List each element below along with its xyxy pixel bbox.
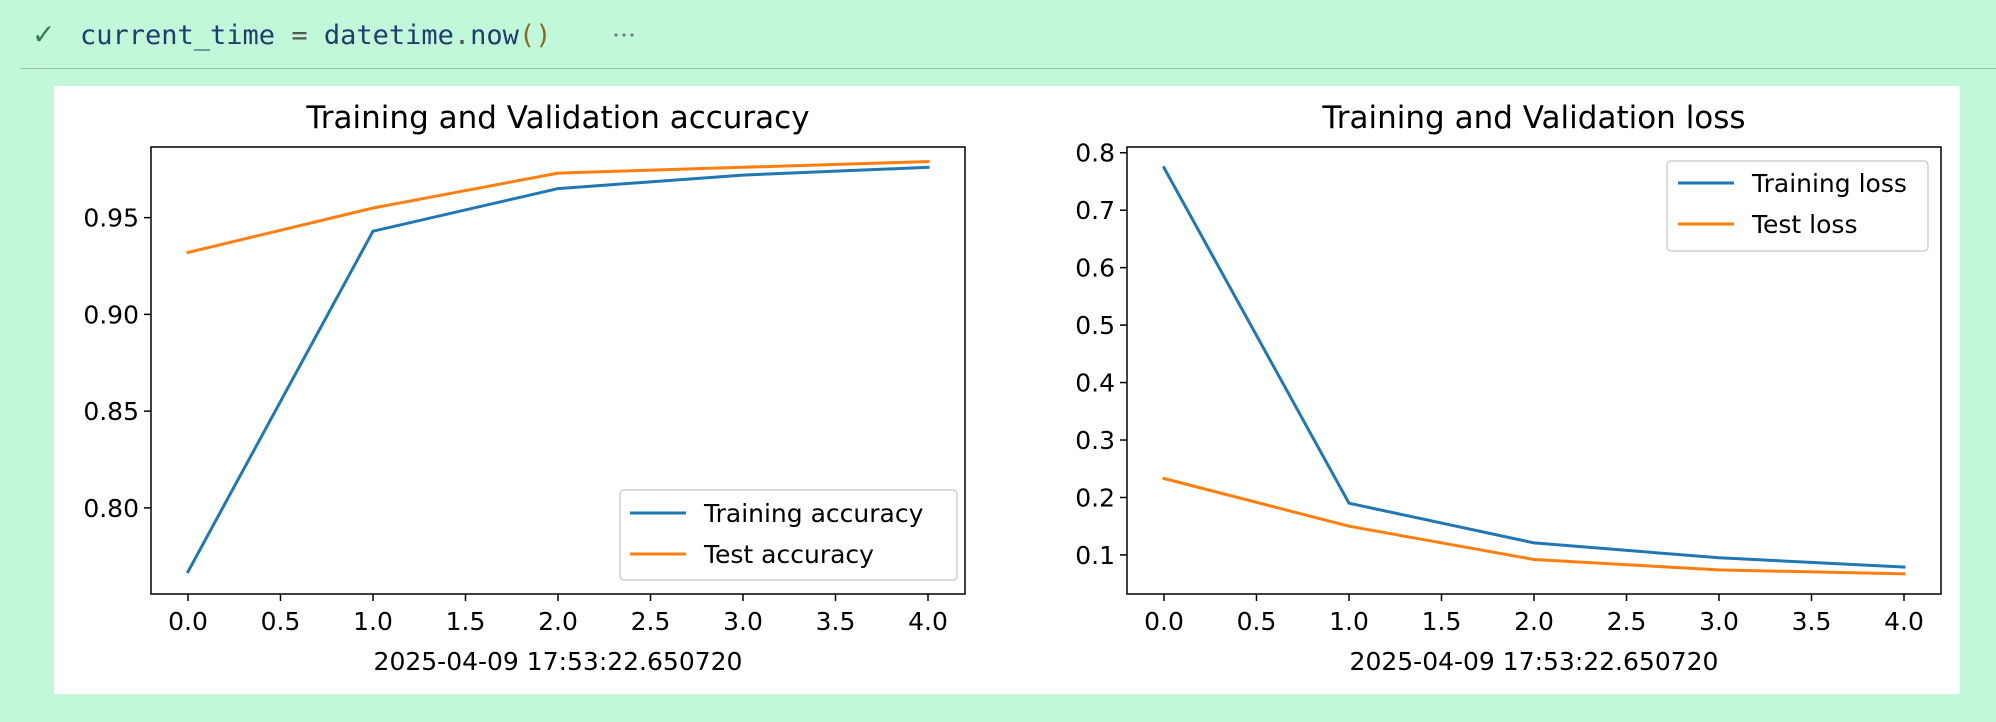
chart-loss: Training and Validation loss 2025-04-09 … <box>1075 100 1942 676</box>
y-tick-label: 0.4 <box>1075 369 1115 398</box>
cell-divider <box>20 68 1996 69</box>
y-tick-label: 0.85 <box>83 397 139 426</box>
legend: Training loss Test loss <box>1666 160 1929 252</box>
code-parens: () <box>518 20 552 51</box>
legend-label-test: Test loss <box>1751 210 1857 239</box>
legend-label-training: Training accuracy <box>703 499 924 528</box>
x-tick-label: 2.0 <box>538 607 578 636</box>
series-line-training <box>185 165 930 574</box>
charts-figure: Training and Validation accuracy 2025-04… <box>83 100 1942 676</box>
code-operator: = <box>275 20 324 51</box>
y-tick-label: 0.5 <box>1075 311 1115 340</box>
y-ticks: 0.1 0.2 0.3 0.4 0.5 0.6 0.7 0.8 <box>1075 139 1127 570</box>
x-tick-label: 3.5 <box>1792 607 1832 636</box>
chart-accuracy: Training and Validation accuracy 2025-04… <box>83 100 966 676</box>
plot-lines <box>185 159 930 574</box>
code-object: datetime <box>323 20 454 51</box>
legend-box <box>619 489 958 581</box>
check-icon: ✓ <box>32 18 56 51</box>
chart-title: Training and Validation loss <box>1321 100 1745 136</box>
x-tick-label: 1.5 <box>446 607 486 636</box>
x-tick-label: 3.0 <box>723 607 763 636</box>
x-ticks: 0.0 0.5 1.0 1.5 2.0 2.5 3.0 3.5 4.0 <box>168 594 948 636</box>
series-line-training <box>1161 165 1906 569</box>
y-tick-label: 0.80 <box>83 494 139 523</box>
code-cell-header[interactable]: ✓ current_time = datetime.now() <box>0 0 1996 70</box>
chart-title: Training and Validation accuracy <box>305 100 809 136</box>
x-tick-label: 0.5 <box>1237 607 1277 636</box>
plot-lines <box>1161 165 1906 576</box>
series-line-test <box>186 159 930 255</box>
x-tick-label: 1.0 <box>1329 607 1369 636</box>
code-line[interactable]: current_time = datetime.now() <box>80 18 551 54</box>
x-tick-label: 0.0 <box>1144 607 1184 636</box>
code-dot: . <box>453 20 471 51</box>
x-tick-label: 0.5 <box>261 607 301 636</box>
series-line-test <box>1162 476 1906 576</box>
ellipsis-icon[interactable] <box>612 26 636 42</box>
x-tick-label: 1.5 <box>1422 607 1462 636</box>
y-tick-label: 0.95 <box>83 204 139 233</box>
x-tick-label: 2.5 <box>631 607 671 636</box>
legend: Training accuracy Test accuracy <box>619 489 958 581</box>
y-ticks: 0.80 0.85 0.90 0.95 <box>83 204 151 523</box>
x-tick-label: 2.0 <box>1514 607 1554 636</box>
x-axis-label: 2025-04-09 17:53:22.650720 <box>374 647 743 676</box>
legend-label-training: Training loss <box>1751 169 1907 198</box>
x-tick-label: 3.0 <box>1699 607 1739 636</box>
code-variable: current_time <box>80 20 276 51</box>
y-tick-label: 0.1 <box>1075 541 1115 570</box>
x-tick-label: 4.0 <box>908 607 948 636</box>
y-tick-label: 0.6 <box>1075 254 1115 283</box>
x-tick-label: 0.0 <box>168 607 208 636</box>
y-tick-label: 0.7 <box>1075 196 1115 225</box>
legend-label-test: Test accuracy <box>703 540 874 569</box>
x-axis-label: 2025-04-09 17:53:22.650720 <box>1350 647 1719 676</box>
x-tick-label: 3.5 <box>816 607 856 636</box>
y-tick-label: 0.3 <box>1075 426 1115 455</box>
cell-output: Training and Validation accuracy 2025-04… <box>54 86 1960 694</box>
y-tick-label: 0.2 <box>1075 483 1115 512</box>
x-tick-label: 1.0 <box>353 607 393 636</box>
x-tick-label: 4.0 <box>1884 607 1924 636</box>
code-function: now <box>470 20 519 51</box>
y-tick-label: 0.90 <box>83 300 139 329</box>
x-tick-label: 2.5 <box>1607 607 1647 636</box>
x-ticks: 0.0 0.5 1.0 1.5 2.0 2.5 3.0 3.5 4.0 <box>1144 594 1924 636</box>
y-tick-label: 0.8 <box>1075 139 1115 168</box>
